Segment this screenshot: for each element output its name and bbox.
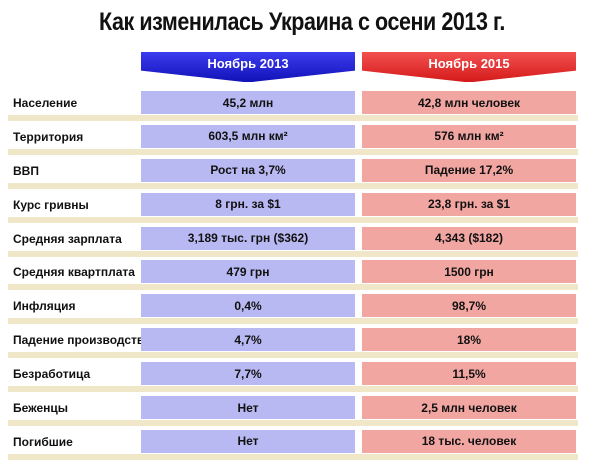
header-2015: Ноябрь 2015 xyxy=(362,52,576,82)
value-2015: 18 тыс. человек xyxy=(362,429,576,453)
table-row: Безработица 7,7% 11,5% xyxy=(0,360,604,394)
row-divider xyxy=(8,148,578,155)
value-2013: 7,7% xyxy=(141,362,355,386)
value-2013: 3,189 тыс. грн ($362) xyxy=(141,226,355,250)
row-label: Падение производства xyxy=(13,333,151,348)
row-divider xyxy=(8,284,578,291)
row-divider xyxy=(8,115,578,121)
value-2015: Падение 17,2% xyxy=(362,158,576,182)
value-2013: 45,2 млн xyxy=(141,91,355,114)
value-2015: 11,5% xyxy=(362,362,576,386)
value-2013: Нет xyxy=(141,396,355,420)
value-2015: 2,5 млн человек xyxy=(362,396,576,420)
comparison-table: Население 45,2 млн 42,8 млн человек Терр… xyxy=(0,89,604,462)
table-row: ВВП Рост на 3,7% Падение 17,2% xyxy=(0,157,604,191)
value-2015: 18% xyxy=(362,328,576,352)
row-divider xyxy=(8,352,578,359)
header-2015-label: Ноябрь 2015 xyxy=(428,55,510,71)
row-divider xyxy=(8,216,578,223)
value-2013: 479 грн xyxy=(141,260,355,284)
row-divider xyxy=(8,250,578,257)
table-row: Инфляция 0,4% 98,7% xyxy=(0,292,604,326)
header-2013-label: Ноябрь 2013 xyxy=(207,55,289,71)
row-label: Средняя зарплата xyxy=(13,231,122,246)
value-2015: 42,8 млн человек xyxy=(362,91,576,114)
row-label: Население xyxy=(13,96,78,110)
value-2013: 8 грн. за $1 xyxy=(141,192,355,216)
row-label: Инфляция xyxy=(13,299,76,314)
value-2015: 98,7% xyxy=(362,294,576,318)
row-label: Беженцы xyxy=(13,401,69,416)
row-divider xyxy=(8,386,578,393)
value-2013: Рост на 3,7% xyxy=(141,158,355,182)
row-label: Территория xyxy=(13,129,84,144)
table-row: Погибшие Нет 18 тыс. человек xyxy=(0,428,604,462)
table-row: Территория 603,5 млн км² 576 млн км² xyxy=(0,123,604,157)
row-divider xyxy=(8,182,578,189)
value-2015: 1500 грн xyxy=(362,260,576,284)
table-row: Средняя зарплата 3,189 тыс. грн ($362) 4… xyxy=(0,225,604,259)
value-2013: 603,5 млн км² xyxy=(141,124,355,148)
value-2013: Нет xyxy=(141,429,355,453)
row-label: Курс гривны xyxy=(13,197,89,212)
row-label: Средняя квартплата xyxy=(13,265,135,280)
value-2013: 4,7% xyxy=(141,328,355,352)
row-divider xyxy=(8,318,578,325)
table-row: Курс гривны 8 грн. за $1 23,8 грн. за $1 xyxy=(0,191,604,225)
value-2015: 576 млн км² xyxy=(362,124,576,148)
value-2015: 4,343 ($182) xyxy=(362,226,576,250)
table-row: Средняя квартплата 479 грн 1500 грн xyxy=(0,258,604,292)
value-2013: 0,4% xyxy=(141,294,355,318)
row-divider xyxy=(8,420,578,427)
row-label: ВВП xyxy=(13,163,39,178)
page-title: Как изменилась Украина с осени 2013 г. xyxy=(99,8,505,36)
header-2013: Ноябрь 2013 xyxy=(141,52,355,82)
table-row: Беженцы Нет 2,5 млн человек xyxy=(0,394,604,428)
table-row: Население 45,2 млн 42,8 млн человек xyxy=(0,89,604,123)
table-row: Падение производства 4,7% 18% xyxy=(0,326,604,360)
value-2015: 23,8 грн. за $1 xyxy=(362,192,576,216)
row-label: Безработица xyxy=(13,367,91,382)
row-label: Погибшие xyxy=(13,434,73,449)
row-divider xyxy=(8,453,578,460)
